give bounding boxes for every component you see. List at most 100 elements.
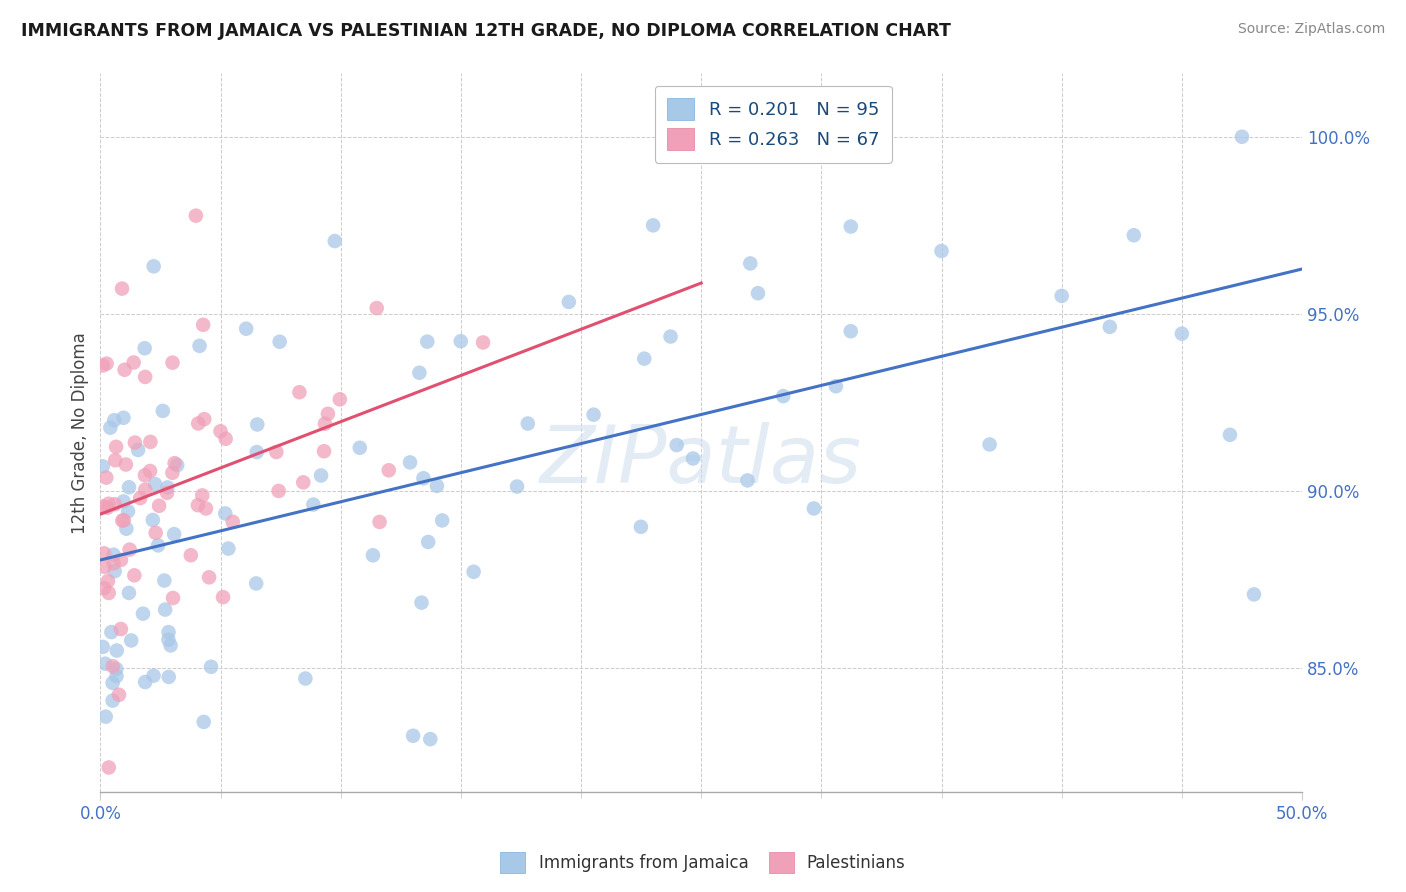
Point: [117, 504, 139, 518]
Point: [156, 480, 179, 494]
Point: [91, 359, 114, 373]
Point: [839, 219, 862, 234]
Point: [110, 553, 132, 567]
Point: [115, 522, 138, 536]
Point: [103, 548, 125, 562]
Point: [120, 633, 142, 648]
Point: [361, 549, 384, 563]
Point: [105, 669, 128, 683]
Legend: R = 0.201   N = 95, R = 0.263   N = 67: R = 0.201 N = 95, R = 0.263 N = 67: [655, 86, 891, 163]
Point: [312, 444, 335, 458]
Point: [132, 607, 155, 621]
Point: [134, 483, 156, 497]
Point: [134, 675, 156, 690]
Point: [111, 282, 134, 296]
Point: [143, 477, 166, 491]
Point: [94, 657, 117, 671]
Point: [323, 234, 346, 248]
Point: [94, 709, 117, 723]
Point: [1098, 319, 1121, 334]
Point: [246, 445, 269, 459]
Point: [134, 370, 156, 384]
Point: [157, 632, 180, 647]
Point: [682, 451, 704, 466]
Point: [267, 483, 290, 498]
Point: [1230, 129, 1253, 144]
Point: [122, 355, 145, 369]
Point: [103, 557, 125, 571]
Point: [97, 586, 120, 600]
Point: [212, 590, 235, 604]
Point: [463, 565, 485, 579]
Point: [516, 417, 538, 431]
Point: [134, 341, 156, 355]
Point: [187, 498, 209, 512]
Text: ZIPatlas: ZIPatlas: [540, 423, 862, 500]
Point: [105, 643, 128, 657]
Point: [198, 570, 221, 584]
Point: [145, 525, 167, 540]
Point: [194, 501, 217, 516]
Point: [558, 294, 581, 309]
Point: [191, 318, 214, 332]
Point: [450, 334, 472, 349]
Point: [104, 564, 127, 578]
Point: [162, 591, 184, 605]
Point: [112, 410, 135, 425]
Point: [426, 479, 449, 493]
Point: [105, 662, 128, 676]
Point: [139, 464, 162, 478]
Point: [209, 425, 232, 439]
Point: [1243, 587, 1265, 601]
Point: [118, 480, 141, 494]
Point: [411, 596, 433, 610]
Point: [101, 676, 124, 690]
Point: [772, 389, 794, 403]
Point: [416, 334, 439, 349]
Point: [134, 468, 156, 483]
Point: [659, 329, 682, 343]
Y-axis label: 12th Grade, No Diploma: 12th Grade, No Diploma: [72, 332, 89, 533]
Point: [269, 334, 291, 349]
Point: [97, 760, 120, 774]
Point: [643, 219, 665, 233]
Point: [159, 639, 181, 653]
Point: [153, 602, 176, 616]
Point: [266, 445, 288, 459]
Point: [163, 456, 186, 470]
Point: [292, 475, 315, 490]
Point: [127, 442, 149, 457]
Point: [235, 321, 257, 335]
Point: [93, 546, 115, 560]
Point: [163, 527, 186, 541]
Point: [316, 407, 339, 421]
Point: [665, 438, 688, 452]
Point: [97, 574, 120, 588]
Point: [110, 622, 132, 636]
Point: [104, 497, 127, 511]
Point: [187, 417, 209, 431]
Point: [101, 693, 124, 707]
Point: [377, 463, 399, 477]
Point: [472, 335, 495, 350]
Point: [96, 470, 118, 484]
Point: [111, 514, 134, 528]
Point: [142, 513, 165, 527]
Point: [839, 324, 862, 338]
Point: [98, 420, 121, 434]
Legend: Immigrants from Jamaica, Palestinians: Immigrants from Jamaica, Palestinians: [494, 846, 912, 880]
Point: [217, 541, 239, 556]
Point: [162, 356, 184, 370]
Point: [1219, 427, 1241, 442]
Point: [1171, 326, 1194, 341]
Text: Source: ZipAtlas.com: Source: ZipAtlas.com: [1237, 22, 1385, 37]
Point: [582, 408, 605, 422]
Point: [1050, 289, 1073, 303]
Point: [166, 458, 188, 472]
Point: [246, 417, 269, 432]
Point: [153, 574, 176, 588]
Point: [124, 568, 146, 582]
Point: [302, 498, 325, 512]
Point: [349, 441, 371, 455]
Point: [157, 670, 180, 684]
